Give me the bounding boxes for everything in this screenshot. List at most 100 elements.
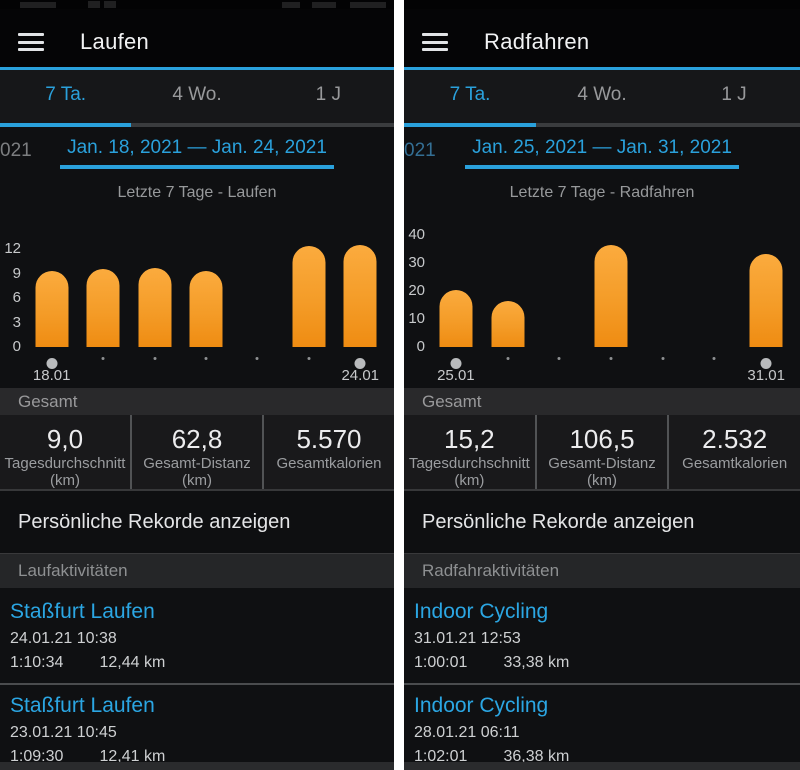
weekly-bar-chart: 0 3 6 9 12 18.01 24.01 [0,202,394,388]
activity-metrics: 1:02:01 36,38 km [414,745,800,769]
y-axis-tick: 12 [4,240,21,257]
stat-total-distance: 62,8 Gesamt-Distanz (km) [130,415,262,489]
chart-day-slot [585,202,637,388]
stat-value: 9,0 [46,424,84,454]
y-axis-tick: 0 [12,338,21,355]
tab-4-weeks[interactable]: 4 Wo. [131,84,263,127]
chart-subtitle: Letzte 7 Tage - Laufen [117,184,277,201]
activity-row[interactable]: Indoor Cycling 28.01.21 06:11 1:02:01 36… [404,683,800,765]
activity-row[interactable]: Indoor Cycling 31.01.21 12:53 1:00:01 33… [404,588,800,683]
chart-day-slot: 24.01 [335,202,386,388]
tab-7-days[interactable]: 7 Ta. [404,84,536,127]
activity-metrics: 1:10:34 12,44 km [10,651,394,675]
tab-4-weeks[interactable]: 4 Wo. [536,84,668,127]
chart-bar[interactable] [491,301,525,347]
day-marker-dot [609,357,613,360]
stat-value: 5.570 [296,424,362,454]
activity-title[interactable]: Staßfurt Laufen [10,600,155,623]
totals-header: Gesamt [0,388,394,415]
stat-unit: (km) [454,472,485,489]
x-axis-label: 18.01 [32,367,71,384]
day-marker-dot [307,357,311,360]
date-range-selector[interactable]: Jan. 25, 2021 — Jan. 31, 2021 [465,137,739,169]
personal-records-link[interactable]: Persönliche Rekorde anzeigen [404,491,800,553]
day-marker-dot [506,357,510,360]
stat-label: Gesamt-Distanz [143,455,251,472]
x-axis-label: 24.01 [341,367,380,384]
y-axis-tick: 10 [408,310,425,327]
activity-title[interactable]: Staßfurt Laufen [10,694,155,717]
chart-bar[interactable] [343,245,377,347]
day-marker-dot [661,357,665,360]
period-tabs: 7 Ta. 4 Wo. 1 J [0,70,394,127]
activity-duration: 1:02:01 [414,748,468,765]
chart-bar[interactable] [292,245,326,347]
date-range-selector[interactable]: Jan. 18, 2021 — Jan. 24, 2021 [60,137,334,169]
day-marker-dot [101,357,105,360]
app-bar: Radfahren [404,9,800,70]
chart-bar[interactable] [439,290,473,347]
chart-day-slot: 25.01 [430,202,482,388]
stat-value: 106,5 [569,424,635,454]
date-selector-row: 021 Jan. 18, 2021 — Jan. 24, 2021 [0,127,394,176]
stat-label: Tagesdurchschnitt [4,455,126,472]
chart-bar[interactable] [189,271,223,347]
tab-1-year[interactable]: 1 J [262,84,394,127]
stat-unit: (km) [50,472,80,489]
activity-title[interactable]: Indoor Cycling [414,600,549,623]
app-bar: Laufen [0,9,394,70]
status-notification-icon [104,1,116,8]
personal-records-link[interactable]: Persönliche Rekorde anzeigen [0,491,394,553]
tab-7-days[interactable]: 7 Ta. [0,84,132,127]
totals-stats: 9,0 Tagesdurchschnitt (km) 62,8 Gesamt-D… [0,415,394,491]
previous-period-fragment[interactable]: 021 [404,140,436,161]
activity-distance: 36,38 km [503,748,570,765]
status-clock-fragment [20,2,56,8]
chart-day-slot [283,202,334,388]
chart-bar[interactable] [138,267,172,347]
previous-period-fragment[interactable]: 021 [0,140,32,161]
stat-value: 15,2 [444,424,495,454]
stat-label: Tagesdurchschnitt [408,455,530,472]
chart-day-slot [232,202,283,388]
status-signal-icon [312,2,336,8]
chart-plot-area: 25.01 31.01 [430,202,792,388]
activity-row[interactable]: Staßfurt Laufen 24.01.21 10:38 1:10:34 1… [0,588,394,683]
activity-metrics: 1:09:30 12,41 km [10,745,394,769]
stat-daily-average: 9,0 Tagesdurchschnitt (km) [0,415,130,489]
activity-distance: 33,38 km [503,654,570,671]
day-marker-dot [450,358,462,369]
day-marker-dot [354,358,366,369]
y-axis-tick: 3 [12,313,21,331]
chart-bar[interactable] [35,271,69,347]
activity-datetime: 31.01.21 12:53 [414,630,521,647]
stat-value: 2.532 [702,424,768,454]
chart-bar[interactable] [749,253,783,347]
hamburger-menu-icon[interactable] [422,33,448,51]
chart-day-slot [180,202,231,388]
status-wifi-icon [282,2,300,8]
activities-header: Radfahraktivitäten [404,553,800,588]
status-notification-icon [88,1,100,8]
chart-day-slot [533,202,585,388]
activity-title[interactable]: Indoor Cycling [414,694,549,717]
y-axis-tick: 9 [12,264,21,282]
activity-row[interactable]: Staßfurt Laufen 23.01.21 10:45 1:09:30 1… [0,683,394,765]
tab-1-year[interactable]: 1 J [668,84,800,127]
chart-bar[interactable] [86,268,120,347]
day-marker-dot [255,357,259,360]
x-axis-label: 25.01 [437,367,475,384]
x-axis-label: 31.01 [747,367,785,384]
day-marker-dot [712,357,716,360]
date-selector-row: 021 Jan. 25, 2021 — Jan. 31, 2021 [404,127,800,176]
chart-bar[interactable] [594,245,628,347]
chart-y-axis: 0 10 20 30 40 [404,202,430,388]
stat-value: 62,8 [171,424,223,454]
stat-unit: (km) [587,472,617,489]
page-title: Laufen [80,29,150,54]
stat-label: Gesamtkalorien [682,455,788,472]
y-axis-tick: 40 [408,226,425,243]
totals-stats: 15,2 Tagesdurchschnitt (km) 106,5 Gesamt… [404,415,800,491]
panel-laufen: Laufen 7 Ta. 4 Wo. 1 J 021 Jan. 18, 2021… [0,0,394,770]
hamburger-menu-icon[interactable] [18,33,44,51]
